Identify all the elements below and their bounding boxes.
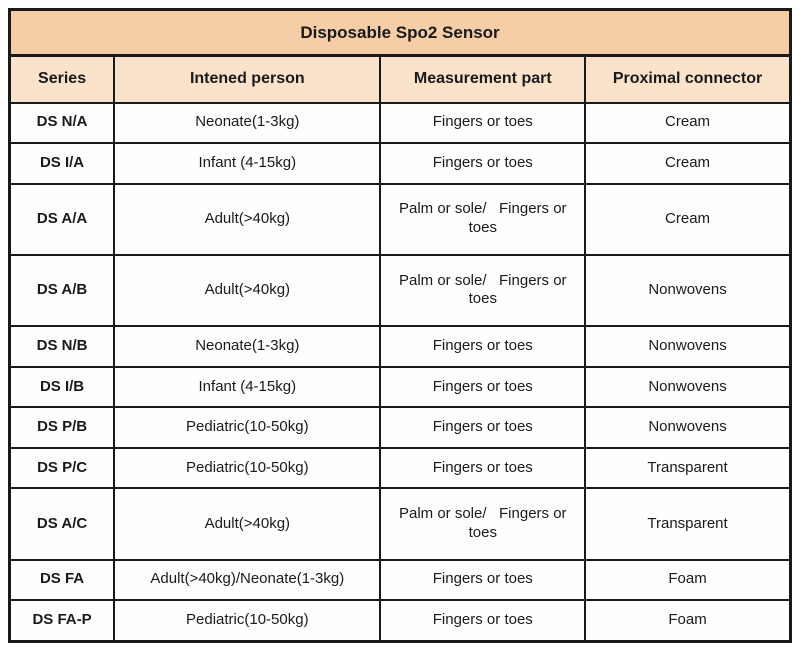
cell-proximal-connector: Cream	[584, 101, 792, 145]
spo2-sensor-table: Disposable Spo2 Sensor Series Intened pe…	[8, 8, 792, 643]
cell-measurement-part: Fingers or toes	[379, 599, 587, 643]
cell-series: DS A/B	[8, 253, 116, 328]
table-row: DS FA Adult(>40kg)/Neonate(1-3kg) Finger…	[8, 558, 792, 602]
cell-measurement-part: Fingers or toes	[379, 101, 587, 145]
table-row: DS A/B Adult(>40kg) Palm or sole/ Finger…	[8, 253, 792, 328]
cell-series: DS A/C	[8, 487, 116, 561]
cell-proximal-connector: Cream	[584, 142, 792, 185]
cell-series: DS P/B	[8, 406, 116, 449]
cell-intended-person: Neonate(1-3kg)	[113, 325, 382, 368]
cell-intended-person: Neonate(1-3kg)	[113, 101, 382, 145]
cell-series: DS P/C	[8, 446, 116, 490]
cell-proximal-connector: Transparent	[584, 487, 792, 561]
cell-proximal-connector: Nonwovens	[584, 325, 792, 368]
cell-intended-person: Adult(>40kg)	[113, 253, 382, 328]
cell-series: DS N/B	[8, 325, 116, 368]
cell-proximal-connector: Nonwovens	[584, 253, 792, 328]
cell-proximal-connector: Nonwovens	[584, 406, 792, 449]
cell-series: DS I/B	[8, 365, 116, 409]
table-body: DS N/A Neonate(1-3kg) Fingers or toes Cr…	[8, 101, 792, 643]
cell-series: DS N/A	[8, 101, 116, 145]
col-header-intended-person: Intened person	[113, 54, 382, 104]
cell-intended-person: Infant (4-15kg)	[113, 142, 382, 185]
cell-proximal-connector: Transparent	[584, 446, 792, 490]
table-row: DS A/A Adult(>40kg) Palm or sole/ Finger…	[8, 182, 792, 256]
cell-proximal-connector: Nonwovens	[584, 365, 792, 409]
cell-intended-person: Infant (4-15kg)	[113, 365, 382, 409]
cell-series: DS I/A	[8, 142, 116, 185]
table-row: DS I/A Infant (4-15kg) Fingers or toes C…	[8, 142, 792, 185]
table-row: DS N/A Neonate(1-3kg) Fingers or toes Cr…	[8, 101, 792, 145]
cell-intended-person: Pediatric(10-50kg)	[113, 446, 382, 490]
cell-proximal-connector: Cream	[584, 182, 792, 256]
cell-measurement-part: Fingers or toes	[379, 558, 587, 602]
cell-measurement-part: Fingers or toes	[379, 142, 587, 185]
table-row: DS P/C Pediatric(10-50kg) Fingers or toe…	[8, 446, 792, 490]
table-row: DS P/B Pediatric(10-50kg) Fingers or toe…	[8, 406, 792, 449]
col-header-measurement-part: Measurement part	[379, 54, 587, 104]
cell-intended-person: Pediatric(10-50kg)	[113, 406, 382, 449]
cell-measurement-part: Fingers or toes	[379, 365, 587, 409]
cell-series: DS A/A	[8, 182, 116, 256]
cell-measurement-part: Palm or sole/ Fingers or toes	[379, 182, 587, 256]
table-row: DS N/B Neonate(1-3kg) Fingers or toes No…	[8, 325, 792, 368]
table-header-row: Series Intened person Measurement part P…	[8, 54, 792, 104]
cell-series: DS FA-P	[8, 599, 116, 643]
cell-proximal-connector: Foam	[584, 599, 792, 643]
col-header-proximal-connector: Proximal connector	[584, 54, 792, 104]
cell-measurement-part: Fingers or toes	[379, 446, 587, 490]
table-row: DS FA-P Pediatric(10-50kg) Fingers or to…	[8, 599, 792, 643]
cell-intended-person: Adult(>40kg)	[113, 182, 382, 256]
table-title-row: Disposable Spo2 Sensor	[8, 8, 792, 57]
cell-measurement-part: Fingers or toes	[379, 325, 587, 368]
table-title: Disposable Spo2 Sensor	[8, 8, 792, 57]
cell-measurement-part: Fingers or toes	[379, 406, 587, 449]
cell-intended-person: Pediatric(10-50kg)	[113, 599, 382, 643]
cell-proximal-connector: Foam	[584, 558, 792, 602]
cell-series: DS FA	[8, 558, 116, 602]
cell-intended-person: Adult(>40kg)	[113, 487, 382, 561]
cell-measurement-part: Palm or sole/ Fingers or toes	[379, 487, 587, 561]
table-row: DS A/C Adult(>40kg) Palm or sole/ Finger…	[8, 487, 792, 561]
col-header-series: Series	[8, 54, 116, 104]
cell-measurement-part: Palm or sole/ Fingers or toes	[379, 253, 587, 328]
table-row: DS I/B Infant (4-15kg) Fingers or toes N…	[8, 365, 792, 409]
cell-intended-person: Adult(>40kg)/Neonate(1-3kg)	[113, 558, 382, 602]
